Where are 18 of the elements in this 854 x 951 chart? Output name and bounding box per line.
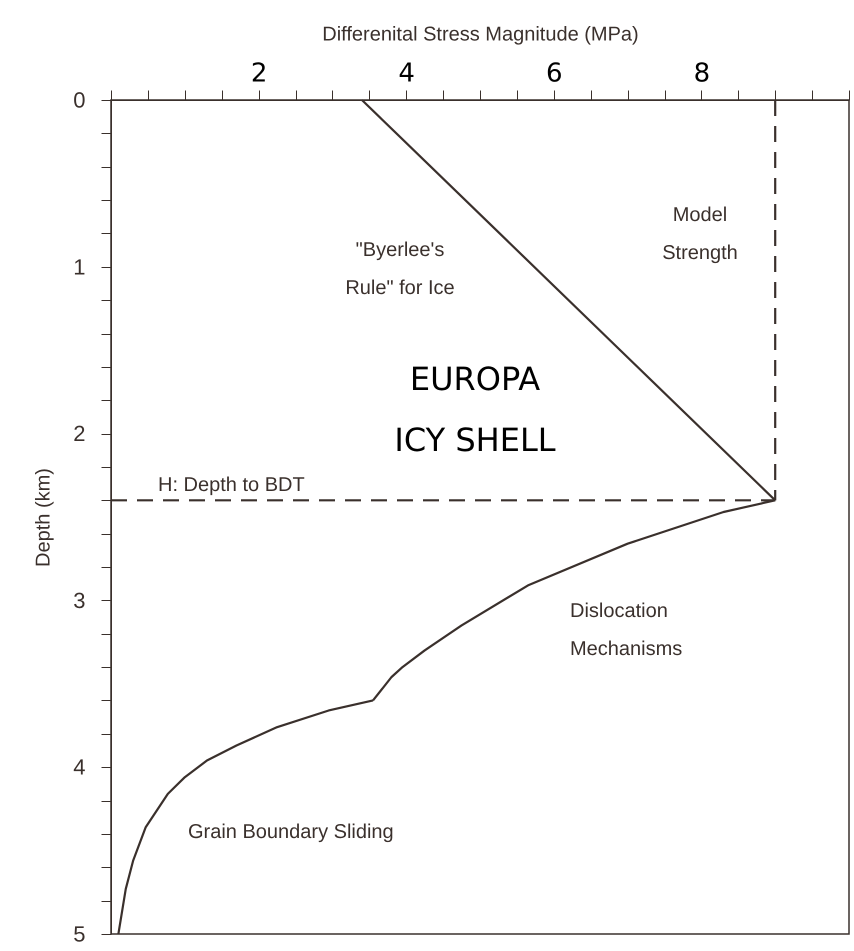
series-label: H: Depth to BDT — [158, 474, 305, 496]
x-tick-label: 2 — [250, 58, 268, 88]
x-tick-label: 8 — [694, 58, 710, 88]
x-tick-label: 6 — [546, 58, 563, 88]
series-label: Model Strength — [662, 204, 738, 264]
y-tick-label: 4 — [73, 754, 86, 780]
x-tick-label: 4 — [398, 58, 415, 88]
y-tick-label: 1 — [73, 254, 86, 280]
series-label: Grain Boundary Sliding — [188, 821, 394, 843]
y-tick-label: 3 — [73, 588, 86, 613]
y-axis-title: Depth (km) — [32, 468, 54, 567]
y-tick-label: 0 — [73, 88, 86, 112]
series-label: "Byerlee's Rule" for Ice — [345, 239, 455, 299]
x-axis-title: Differenital Stress Magnitude (MPa) — [322, 24, 639, 46]
y-tick-label: 5 — [73, 922, 86, 946]
y-tick-label: 2 — [73, 421, 86, 446]
series-label: Dislocation Mechanisms — [570, 600, 682, 660]
annotation: EUROPA ICY SHELL — [394, 360, 556, 459]
